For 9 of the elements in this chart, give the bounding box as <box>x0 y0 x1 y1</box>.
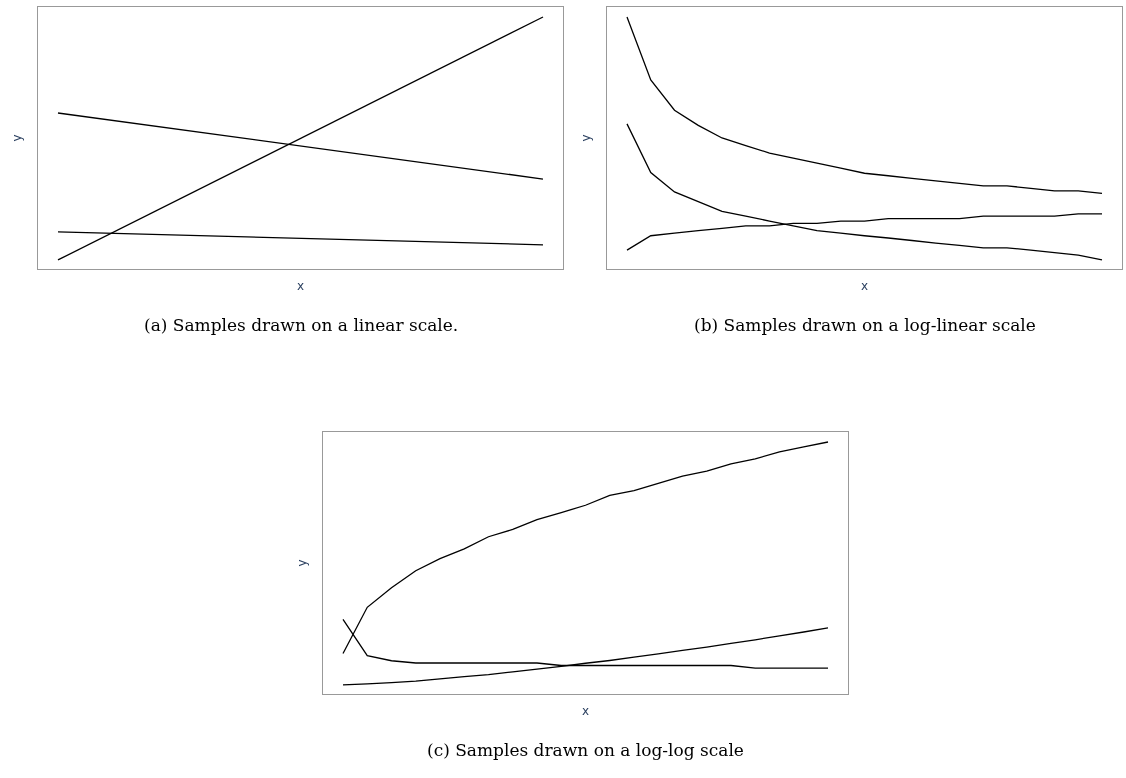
x-axis-title: x <box>860 278 869 293</box>
x-axis-title: x <box>296 278 305 293</box>
text: (a) Samples drawn on a linear scale. <box>144 315 459 335</box>
text: (c) Samples drawn on a log-log scale <box>427 740 744 760</box>
y-axis-title: y <box>295 559 310 567</box>
y-axis-title: y <box>10 134 25 142</box>
text: (b) Samples drawn on a log-linear scale <box>694 315 1036 335</box>
y-axis-title: y <box>579 134 594 142</box>
x-axis-title: x <box>581 703 590 718</box>
